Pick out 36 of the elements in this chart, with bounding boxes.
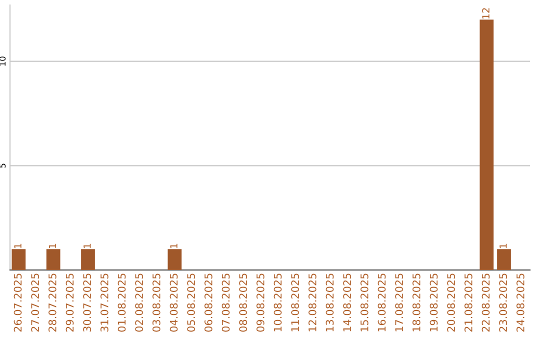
x-tick-label: 23.08.2025 [499, 274, 508, 332]
x-tick-label: 30.07.2025 [83, 274, 92, 332]
x-tick-label: 11.08.2025 [291, 274, 300, 332]
data-label: 1 [170, 244, 178, 248]
x-tick-label: 10.08.2025 [274, 274, 282, 332]
x-tick-label: 06.08.2025 [204, 274, 212, 332]
x-tick-label: 01.08.2025 [118, 274, 126, 332]
x-tick-label: 20.08.2025 [447, 274, 456, 332]
x-tick-label: 12.08.2025 [308, 274, 316, 332]
data-label: 1 [14, 244, 22, 248]
x-tick-label: 27.07.2025 [31, 274, 40, 332]
x-tick-label: 18.08.2025 [412, 274, 420, 332]
x-tick-label: 15.08.2025 [360, 274, 368, 332]
x-tick-label: 02.08.2025 [135, 274, 144, 332]
x-tick-label: 05.08.2025 [187, 274, 196, 332]
x-tick-label: 29.07.2025 [66, 274, 74, 332]
x-tick-label: 16.08.2025 [378, 274, 386, 332]
x-tick-label: 24.08.2025 [516, 274, 524, 332]
x-tick-label: 09.08.2025 [256, 274, 264, 332]
data-label: 12 [482, 8, 490, 19]
data-label: 1 [84, 244, 91, 248]
x-tick-label: 08.08.2025 [239, 274, 248, 332]
x-tick-label: 04.08.2025 [170, 274, 178, 332]
x-tick-label: 17.08.2025 [395, 274, 404, 332]
x-tick-label: 28.07.2025 [48, 274, 56, 332]
x-tick-label: 22.08.2025 [482, 274, 490, 332]
x-tick-label: 19.08.2025 [430, 274, 438, 332]
x-tick-label: 07.08.2025 [222, 274, 230, 332]
data-label: 1 [48, 244, 56, 248]
x-tick-label: 03.08.2025 [152, 274, 160, 332]
x-tick-label: 26.07.2025 [14, 274, 22, 332]
data-label: 1 [500, 244, 507, 248]
x-tick-label: 13.08.2025 [326, 274, 334, 332]
x-tick-label: 31.07.2025 [100, 274, 108, 332]
x-tick-label: 14.08.2025 [343, 274, 352, 332]
x-tick-label: 21.08.2025 [464, 274, 472, 332]
